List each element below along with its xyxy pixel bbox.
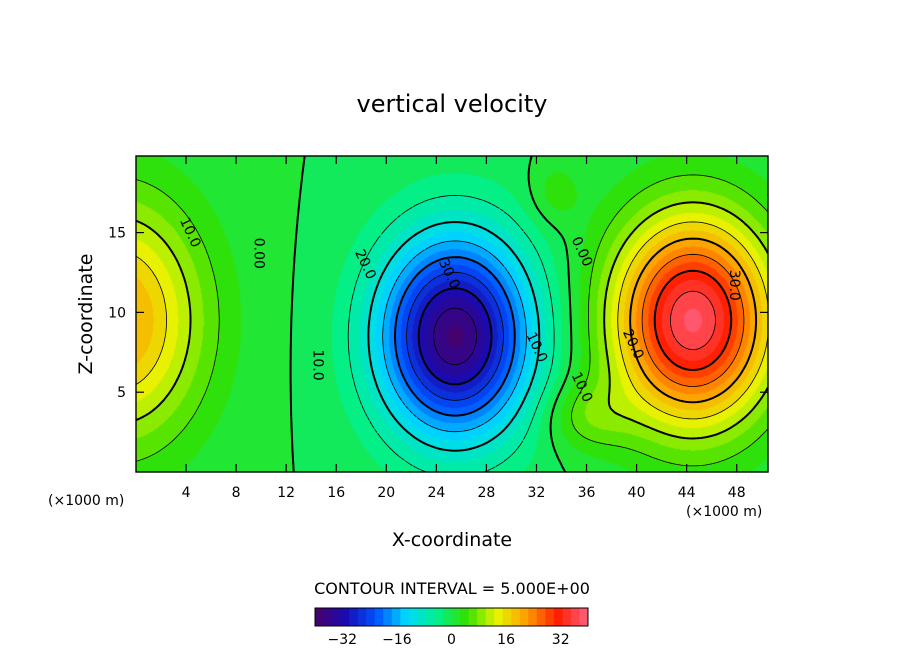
x-tick-label: 40 bbox=[628, 485, 646, 501]
colorbar-swatch bbox=[400, 608, 410, 626]
contour-neg-10 bbox=[367, 221, 541, 452]
colorbar-swatch bbox=[434, 608, 444, 626]
x-tick-label: 28 bbox=[478, 485, 496, 501]
colorbar-swatch bbox=[553, 608, 563, 626]
colorbar-swatch bbox=[494, 608, 504, 626]
x-tick-label: 32 bbox=[528, 485, 546, 501]
colorbar-swatch bbox=[383, 608, 393, 626]
colorbar-swatch bbox=[417, 608, 427, 626]
x-tick-label: 16 bbox=[327, 485, 345, 501]
contour-neg-20 bbox=[394, 256, 516, 417]
colorbar-tick-label: −16 bbox=[382, 632, 412, 648]
colorbar-swatch bbox=[562, 608, 572, 626]
colorbar-swatch bbox=[374, 608, 384, 626]
colorbar-tick-label: 16 bbox=[497, 632, 515, 648]
y-tick-label: 10 bbox=[108, 305, 126, 321]
colorbar-swatch bbox=[391, 608, 401, 626]
x-tick-label: 44 bbox=[678, 485, 696, 501]
colorbar-swatch bbox=[545, 608, 555, 626]
contour-neg-5 bbox=[347, 195, 555, 472]
contour-neg-35 bbox=[433, 307, 477, 365]
colorbar-swatch bbox=[579, 608, 589, 626]
y-tick-label: 15 bbox=[108, 226, 126, 242]
contour-neg-25 bbox=[406, 271, 504, 401]
colorbar-swatch bbox=[332, 608, 341, 626]
contour-pos-5 bbox=[136, 174, 768, 467]
colorbar-swatch bbox=[408, 608, 418, 626]
x-tick-label: 20 bbox=[377, 485, 395, 501]
colorbar-swatch bbox=[323, 608, 333, 626]
contour-label: 30.0 bbox=[726, 270, 742, 301]
contour-label: 0.00 bbox=[251, 238, 267, 269]
x-tick-label: 8 bbox=[232, 485, 241, 501]
contour-label: 10.0 bbox=[309, 349, 325, 380]
contour-pos-20 bbox=[629, 237, 758, 404]
colorbar-frame bbox=[314, 607, 589, 627]
plot-frame bbox=[135, 155, 769, 473]
contour-pos-10 bbox=[136, 201, 768, 440]
x-unit-label-right: (×1000 m) bbox=[686, 504, 762, 520]
colorbar-swatch bbox=[485, 608, 495, 626]
colorbar-tick-label: 0 bbox=[447, 632, 456, 648]
colorbar-swatch bbox=[357, 608, 367, 626]
x-tick-label: 48 bbox=[728, 485, 746, 501]
colorbar-swatch bbox=[349, 608, 359, 626]
colorbar-tick-label: −32 bbox=[328, 632, 358, 648]
x-unit-label-left: (×1000 m) bbox=[48, 493, 124, 509]
colorbar-swatch bbox=[468, 608, 478, 626]
colorbar-swatch bbox=[340, 608, 350, 626]
contour-neg-15 bbox=[382, 240, 527, 433]
colorbar-swatch bbox=[570, 608, 580, 626]
contour-pos-25 bbox=[641, 253, 745, 387]
contour-pos-30 bbox=[653, 269, 733, 371]
contour-lines bbox=[136, 156, 768, 472]
plot-area: 10.00.00 20.0 30.010.010.00.0030.020.010.0… bbox=[108, 155, 769, 501]
x-tick-label: 12 bbox=[277, 485, 295, 501]
contour-neg-30 bbox=[417, 287, 493, 386]
chart-title: vertical velocity bbox=[357, 90, 548, 118]
colorbar-swatch bbox=[442, 608, 452, 626]
x-tick-label: 4 bbox=[182, 485, 191, 501]
colorbar-swatch bbox=[502, 608, 512, 626]
x-axis-title: X-coordinate bbox=[392, 529, 512, 551]
contour-interval-label: CONTOUR INTERVAL = 5.000E+00 bbox=[314, 579, 590, 598]
contour-pos-35 bbox=[670, 290, 716, 351]
x-tick-label: 24 bbox=[427, 485, 445, 501]
colorbar: −32 −16 0 16 32 bbox=[314, 607, 589, 648]
colorbar-swatch bbox=[511, 608, 521, 626]
y-axis-title: Z-coordinate bbox=[75, 254, 97, 375]
velocity-field bbox=[136, 156, 768, 472]
colorbar-swatch bbox=[451, 608, 461, 626]
x-tick-label: 36 bbox=[578, 485, 596, 501]
colorbar-swatch bbox=[315, 608, 324, 626]
contour-zero-0 bbox=[289, 156, 573, 472]
colorbar-tick-label: 32 bbox=[552, 632, 570, 648]
colorbar-swatch bbox=[425, 608, 435, 626]
colorbar-swatch bbox=[528, 608, 538, 626]
colorbar-swatch bbox=[477, 608, 487, 626]
y-tick-label: 5 bbox=[117, 385, 126, 401]
colorbar-swatch bbox=[460, 608, 469, 626]
colorbar-swatch bbox=[519, 608, 529, 626]
colorbar-swatch bbox=[536, 608, 546, 626]
colorbar-swatch bbox=[366, 608, 376, 626]
